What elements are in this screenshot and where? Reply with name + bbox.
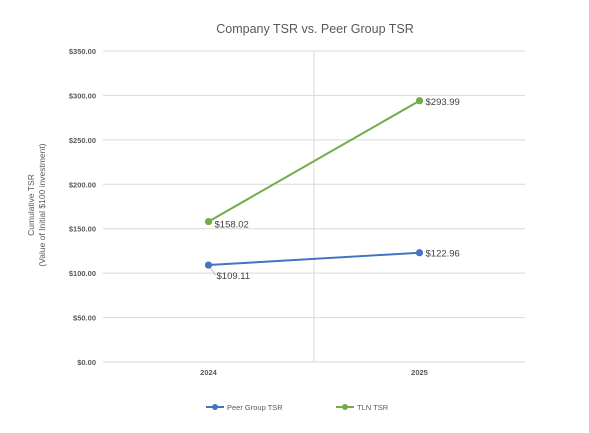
legend-item: TLN TSR [336, 403, 389, 412]
data-point [415, 249, 424, 257]
data-label: $158.02 [215, 220, 249, 231]
gridlines [103, 50, 525, 363]
series-line [208, 251, 420, 267]
y-tick-label: $50.00 [73, 314, 96, 323]
series-peer-group-tsr: $109.11 $122.96 [204, 249, 460, 282]
series-line [208, 99, 420, 223]
data-label-leader [210, 267, 216, 276]
y-tick-label: $100.00 [69, 269, 96, 278]
legend: Peer Group TSR TLN TSR [206, 403, 389, 412]
y-tick-label: $250.00 [69, 136, 96, 145]
legend-swatch-marker [212, 404, 218, 410]
x-tick-label: 2025 [411, 368, 428, 377]
x-tick-label: 2024 [200, 368, 218, 377]
y-axis-title: Cumulative TSR (Value of Initial $100 in… [26, 143, 47, 266]
data-point [204, 261, 213, 269]
data-label: $109.11 [217, 271, 251, 282]
chart-title: Company TSR vs. Peer Group TSR [216, 22, 414, 36]
y-axis-title-line2: (Value of Initial $100 investment) [37, 143, 47, 266]
legend-label: Peer Group TSR [227, 403, 283, 412]
x-axis-ticks: 2024 2025 [200, 368, 428, 377]
legend-label: TLN TSR [357, 403, 389, 412]
series-tln-tsr: $158.02 $293.99 [204, 97, 460, 231]
data-label: $122.96 [426, 249, 460, 260]
data-label: $293.99 [426, 97, 460, 108]
y-axis-ticks: $0.00 $50.00 $100.00 $150.00 $200.00 $250.00 $… [69, 47, 96, 367]
y-axis-title-line1: Cumulative TSR [26, 174, 36, 236]
legend-swatch-marker [342, 404, 348, 410]
legend-item: Peer Group TSR [206, 403, 283, 412]
y-tick-label: $150.00 [69, 225, 96, 234]
y-tick-label: $0.00 [77, 358, 96, 367]
y-tick-label: $300.00 [69, 91, 96, 100]
y-tick-label: $200.00 [69, 180, 96, 189]
y-tick-label: $350.00 [69, 47, 96, 56]
series-layer: $109.11 $122.96 $158.02 $293.99 [204, 97, 460, 282]
data-point [204, 217, 213, 226]
data-point [415, 97, 424, 105]
